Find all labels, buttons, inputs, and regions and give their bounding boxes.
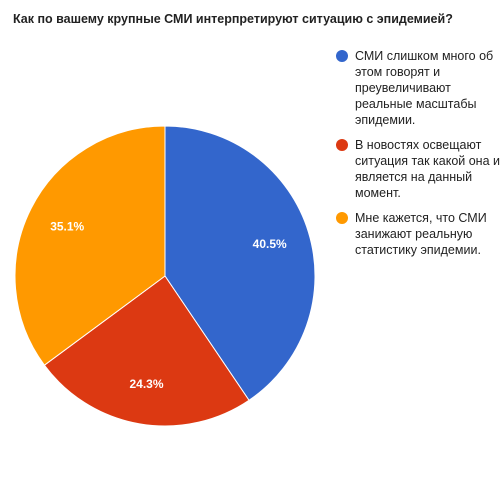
slice-value-label: 24.3% xyxy=(129,377,163,391)
pie-slice[interactable] xyxy=(164,125,316,401)
legend: СМИ слишком много об этом говорят и преу… xyxy=(336,48,501,267)
pie-slice[interactable] xyxy=(14,125,166,366)
legend-item[interactable]: СМИ слишком много об этом говорят и преу… xyxy=(336,48,501,128)
legend-marker xyxy=(336,139,348,151)
legend-item[interactable]: В новостях освещают ситуация так какой о… xyxy=(336,137,501,201)
legend-marker xyxy=(336,50,348,62)
slice-value-label: 40.5% xyxy=(253,237,287,251)
chart-title: Как по вашему крупные СМИ интерпретируют… xyxy=(13,12,453,26)
legend-item[interactable]: Мне кажется, что СМИ занижают реальную с… xyxy=(336,210,501,258)
slice-value-label: 35.1% xyxy=(50,220,84,234)
legend-label: В новостях освещают ситуация так какой о… xyxy=(355,138,500,200)
legend-marker xyxy=(336,212,348,224)
legend-label: Мне кажется, что СМИ занижают реальную с… xyxy=(355,211,487,257)
pie-slice[interactable] xyxy=(43,275,250,427)
legend-label: СМИ слишком много об этом говорят и преу… xyxy=(355,49,494,127)
